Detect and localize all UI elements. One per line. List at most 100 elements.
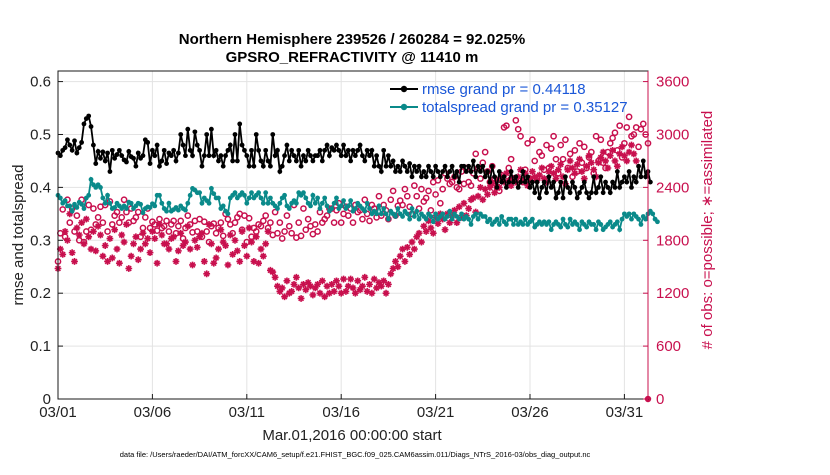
rmse-point xyxy=(388,163,394,169)
rmse-point xyxy=(338,153,344,159)
left-tick-label: 0.5 xyxy=(30,126,51,143)
rmse-point xyxy=(256,147,261,153)
rmse-point xyxy=(548,184,554,190)
rmse-point xyxy=(270,132,276,137)
rmse-point xyxy=(348,158,354,164)
right-tick-label: 2400 xyxy=(656,179,689,196)
totalspread-point xyxy=(308,203,313,209)
rmse-point xyxy=(135,150,141,156)
totalspread-point xyxy=(619,216,625,222)
possible-obs-point xyxy=(524,139,531,147)
possible-obs-point xyxy=(588,148,595,156)
chart-subtitle: GPSRO_REFRACTIVITY @ 11410 m xyxy=(226,49,479,66)
assimilated-obs-point xyxy=(337,289,345,297)
assimilated-obs-point xyxy=(538,164,546,172)
rmse-point xyxy=(159,158,165,164)
possible-obs-point xyxy=(165,228,173,235)
assimilated-obs-point xyxy=(281,293,288,301)
possible-obs-point xyxy=(224,215,232,223)
possible-obs-point xyxy=(302,226,310,234)
possible-obs-point xyxy=(304,215,312,223)
assimilated-obs-point xyxy=(460,199,468,207)
possible-obs-point xyxy=(283,212,291,219)
rmse-point xyxy=(175,150,181,156)
rmse-point xyxy=(529,179,535,185)
assimilated-obs-point xyxy=(349,284,357,292)
legend-rmse-marker xyxy=(400,85,408,93)
rmse-point xyxy=(237,121,243,127)
totalspread-point xyxy=(334,195,339,201)
assimilated-obs-point xyxy=(359,282,366,290)
totalspread-point xyxy=(81,206,87,211)
rmse-point xyxy=(341,142,346,148)
possible-obs-point xyxy=(361,196,369,204)
totalspread-point xyxy=(456,216,462,222)
rmse-point xyxy=(442,163,448,169)
totalspread-point xyxy=(67,203,73,209)
assimilated-obs-point xyxy=(536,171,543,179)
rmse-point xyxy=(570,179,575,185)
possible-obs-point xyxy=(611,129,619,137)
data-layer xyxy=(54,113,660,403)
rmse-point xyxy=(466,163,472,169)
assimilated-obs-point xyxy=(172,258,180,265)
rmse-point xyxy=(277,169,283,174)
assimilated-obs-point xyxy=(92,247,100,255)
totalspread-point xyxy=(367,206,372,211)
rmse-point xyxy=(282,153,287,159)
rmse-point xyxy=(109,147,115,153)
assimilated-obs-point xyxy=(401,258,409,265)
assimilated-obs-point xyxy=(444,210,451,218)
assimilated-obs-point xyxy=(531,173,539,181)
possible-obs-point xyxy=(295,219,303,227)
possible-obs-point xyxy=(288,229,295,237)
possible-obs-point xyxy=(531,157,539,165)
assimilated-obs-point xyxy=(304,279,312,287)
assimilated-obs-point xyxy=(177,229,185,237)
totalspread-point xyxy=(140,210,146,216)
possible-obs-point xyxy=(271,208,279,216)
totalspread-point xyxy=(98,184,103,190)
totalspread-point xyxy=(520,222,526,227)
rmse-point xyxy=(199,163,205,169)
rmse-point xyxy=(414,169,420,174)
totalspread-point xyxy=(341,198,346,204)
assimilated-obs-point xyxy=(425,217,432,225)
totalspread-point xyxy=(147,205,153,210)
assimilated-obs-point xyxy=(222,242,229,249)
totalspread-point xyxy=(376,203,382,209)
totalspread-point xyxy=(286,206,292,211)
rmse-point xyxy=(145,140,151,145)
x-tick-label: 03/26 xyxy=(511,404,549,421)
possible-obs-point xyxy=(436,199,444,207)
possible-obs-point xyxy=(507,155,515,163)
totalspread-point xyxy=(187,192,193,198)
assimilated-obs-point xyxy=(540,175,548,182)
assimilated-obs-point xyxy=(517,166,524,174)
x-axis-label: Mar.01,2016 00:00:00 start xyxy=(262,427,442,444)
assimilated-obs-point xyxy=(441,226,449,234)
possible-obs-point xyxy=(179,235,187,242)
left-tick-label: 0 xyxy=(43,391,51,408)
assimilated-obs-point xyxy=(259,252,267,260)
assimilated-obs-point xyxy=(399,245,406,253)
x-axis-ticks: 03/01 03/06 03/11 03/16 03/21 03/26 03/31 xyxy=(39,394,643,421)
rmse-point xyxy=(218,153,224,159)
possible-obs-point xyxy=(349,219,357,227)
totalspread-point xyxy=(329,206,335,211)
totalspread-point xyxy=(310,192,316,198)
rmse-point xyxy=(537,195,542,201)
assimilated-obs-point xyxy=(75,231,83,239)
rmse-point xyxy=(631,174,637,180)
rmse-point xyxy=(244,153,250,159)
assimilated-obs-point xyxy=(255,259,262,267)
assimilated-obs-point xyxy=(361,273,369,281)
x-tick-label: 03/31 xyxy=(606,404,644,421)
assimilated-obs-point xyxy=(370,275,378,283)
rmse-point xyxy=(154,142,160,148)
assimilated-obs-point xyxy=(621,152,628,160)
possible-obs-point xyxy=(606,139,614,147)
possible-obs-point xyxy=(427,206,435,214)
rmse-point xyxy=(555,190,561,196)
x-tick-label: 03/11 xyxy=(229,404,265,421)
